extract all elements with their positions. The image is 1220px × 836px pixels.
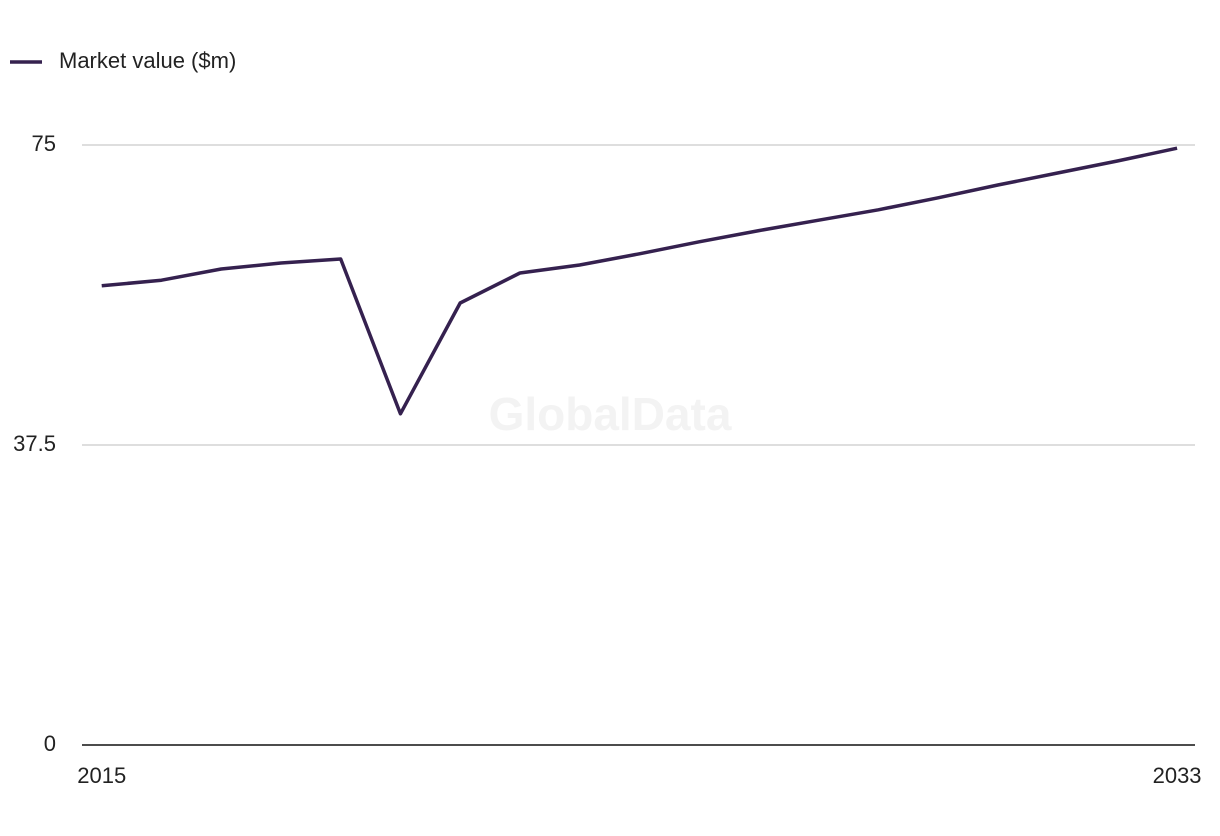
y-tick-label: 37.5 — [13, 431, 56, 456]
x-tick-label: 2033 — [1153, 763, 1202, 788]
y-tick-label: 0 — [44, 731, 56, 756]
legend-label: Market value ($m) — [59, 48, 236, 73]
watermark: GlobalData — [489, 388, 732, 440]
y-tick-label: 75 — [32, 131, 56, 156]
x-tick-label: 2015 — [77, 763, 126, 788]
series-line — [101, 146, 1178, 416]
